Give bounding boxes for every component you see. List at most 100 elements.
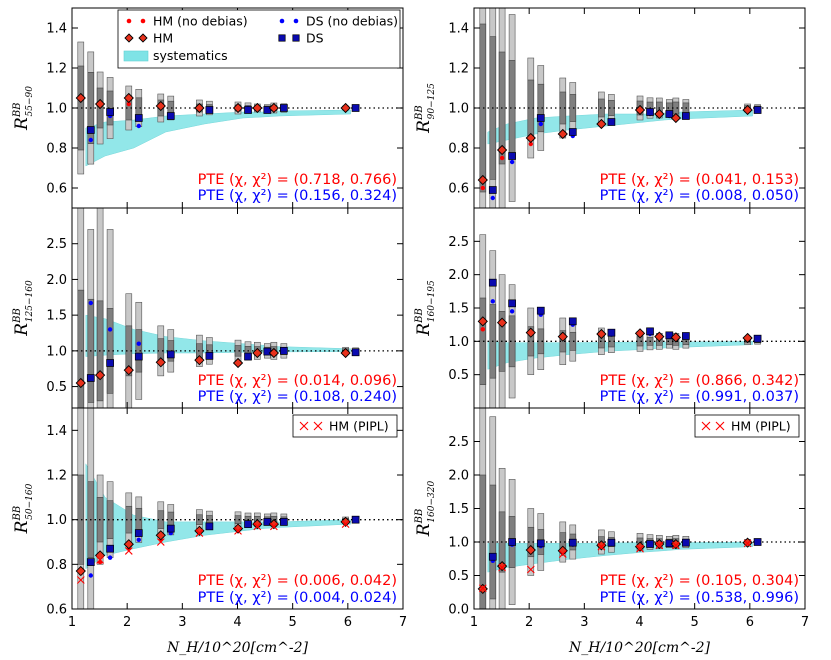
ds-point — [134, 352, 143, 361]
hm-point — [194, 102, 205, 114]
ds-nodebias-point — [538, 121, 543, 127]
legend-pipl: HM (PIPL) — [694, 414, 800, 438]
hm-nodebias-point — [480, 185, 485, 191]
ds-nodebias-point — [509, 309, 515, 314]
pte-ds-annotation: PTE (χ, χ²) = (0.108, 0.240) — [198, 389, 397, 405]
ds-point — [646, 540, 654, 548]
legend-pipl: HM (PIPL) — [292, 414, 398, 438]
hm-point — [340, 347, 351, 359]
plot-area — [72, 41, 403, 175]
legend-hm-marker — [124, 33, 134, 43]
hm-point — [654, 331, 665, 342]
legend-pipl-marker — [715, 421, 725, 431]
ds-point — [134, 529, 143, 537]
x-tick-label: 4 — [233, 615, 241, 630]
hm-point — [525, 327, 536, 338]
ds-nodebias-point — [490, 299, 495, 304]
x-tick-label: 3 — [178, 615, 186, 630]
hm-point — [742, 332, 753, 344]
plot-area — [474, 234, 805, 408]
x-tick-label: 1 — [68, 615, 76, 630]
hm-point — [496, 317, 508, 328]
y-tick-label: 0.6 — [46, 182, 67, 197]
hm-pipl-point — [156, 538, 165, 546]
panel-2: 0.6 0.8 1.0 1.2 1.4 RBB 90−125 PTE (χ, χ²) = (0… — [414, 7, 806, 209]
hm-pipl-point — [96, 555, 104, 564]
ds-point — [244, 520, 252, 528]
hm-pipl-point — [253, 522, 262, 531]
hm-point — [742, 104, 753, 116]
pte-hm-annotation: PTE (χ, χ²) = (0.014, 0.096) — [198, 373, 397, 389]
ds-point — [86, 558, 95, 566]
hm-nodebias-point — [528, 141, 533, 147]
y-tick-label: 1.5 — [448, 302, 469, 317]
x-axis-label: N_H/10^20[cm^-2] — [568, 640, 710, 656]
pte-hm-annotation: PTE (χ, χ²) = (0.105, 0.304) — [600, 573, 799, 589]
y-tick-label: 0.8 — [46, 558, 67, 573]
plot-area — [72, 408, 403, 609]
x-tick-label: 6 — [746, 615, 754, 630]
error-box-dark — [479, 23, 487, 193]
ds-point — [508, 299, 516, 308]
pte-hm-annotation: PTE (χ, χ²) = (0.041, 0.153) — [600, 172, 799, 188]
y-tick-label: 1.5 — [46, 309, 67, 324]
y-tick-label: 0.8 — [46, 142, 67, 157]
ds-point — [646, 108, 654, 116]
legend-main: HM (no debias) DS (no debias) HM DS systemat… — [117, 9, 401, 69]
y-tick-label: 2.5 — [46, 237, 67, 252]
ds-point — [536, 539, 545, 548]
hm-point — [155, 530, 166, 541]
plot-area — [474, 408, 805, 609]
legend-pipl-frame — [694, 414, 800, 438]
legend-ds-nodebias-label: DS (no debias) — [306, 14, 398, 29]
ds-point — [106, 544, 114, 553]
hm-point — [525, 132, 536, 144]
ds-point — [753, 106, 762, 114]
hm-point — [94, 98, 106, 110]
legend-ds-nodebias-marker — [293, 18, 299, 24]
y-axis-label: RBB 160−195 — [414, 280, 437, 337]
hm-point — [123, 92, 134, 104]
plot-area — [474, 8, 805, 208]
y-tick-label: 2.5 — [448, 235, 469, 250]
y-tick-label: 1.5 — [448, 502, 469, 517]
error-box-dark — [479, 297, 487, 385]
y-axis-label: RBB 50−160 — [12, 483, 35, 534]
pte-hm-annotation: PTE (χ, χ²) = (0.866, 0.342) — [600, 373, 799, 389]
ds-point — [106, 108, 114, 116]
hm-point — [340, 102, 351, 114]
legend-pipl-marker — [313, 421, 323, 431]
ds-point — [351, 348, 360, 357]
ds-point — [244, 352, 252, 361]
pte-ds-annotation: PTE (χ, χ²) = (0.991, 0.037) — [600, 389, 799, 405]
ds-point — [646, 327, 654, 336]
y-tick-label: 0.6 — [46, 603, 67, 618]
ds-point — [536, 306, 545, 315]
panel-4: 0.5 1.0 1.5 2.0 2.5 RBB 160−195 PTE (χ, χ²) = (… — [414, 207, 806, 409]
ds-point — [263, 518, 272, 526]
hm-pipl-point — [743, 539, 752, 548]
legend-hm-nodebias-label: HM (no debias) — [153, 14, 248, 29]
hm-pipl-point — [124, 547, 133, 555]
pte-hm-annotation: PTE (χ, χ²) = (0.718, 0.766) — [198, 172, 397, 188]
ds-point — [568, 538, 577, 547]
y-tick-label: 0.0 — [448, 603, 469, 618]
y-tick-label: 1.2 — [46, 62, 67, 77]
ds-point — [607, 328, 616, 337]
ds-nodebias-point — [136, 341, 141, 346]
hm-nodebias-point — [126, 101, 131, 107]
y-axis-label: RBB 55−90 — [12, 86, 35, 131]
hm-pipl-point — [195, 529, 204, 537]
hm-pipl-point — [526, 565, 535, 574]
y-tick-label: 0.6 — [448, 182, 469, 197]
x-tick-label: 2 — [123, 615, 131, 630]
y-tick-label: 1.0 — [448, 102, 469, 117]
y-tick-label: 0.8 — [448, 142, 469, 157]
ds-point — [682, 112, 690, 120]
pte-ds-annotation: PTE (χ, χ²) = (0.004, 0.024) — [198, 590, 397, 606]
hm-point — [75, 565, 86, 577]
ds-nodebias-point — [88, 300, 93, 306]
ds-point — [205, 106, 214, 114]
x-axis-label: N_H/10^20[cm^-2] — [166, 640, 308, 656]
y-tick-label: 1.0 — [448, 335, 469, 350]
